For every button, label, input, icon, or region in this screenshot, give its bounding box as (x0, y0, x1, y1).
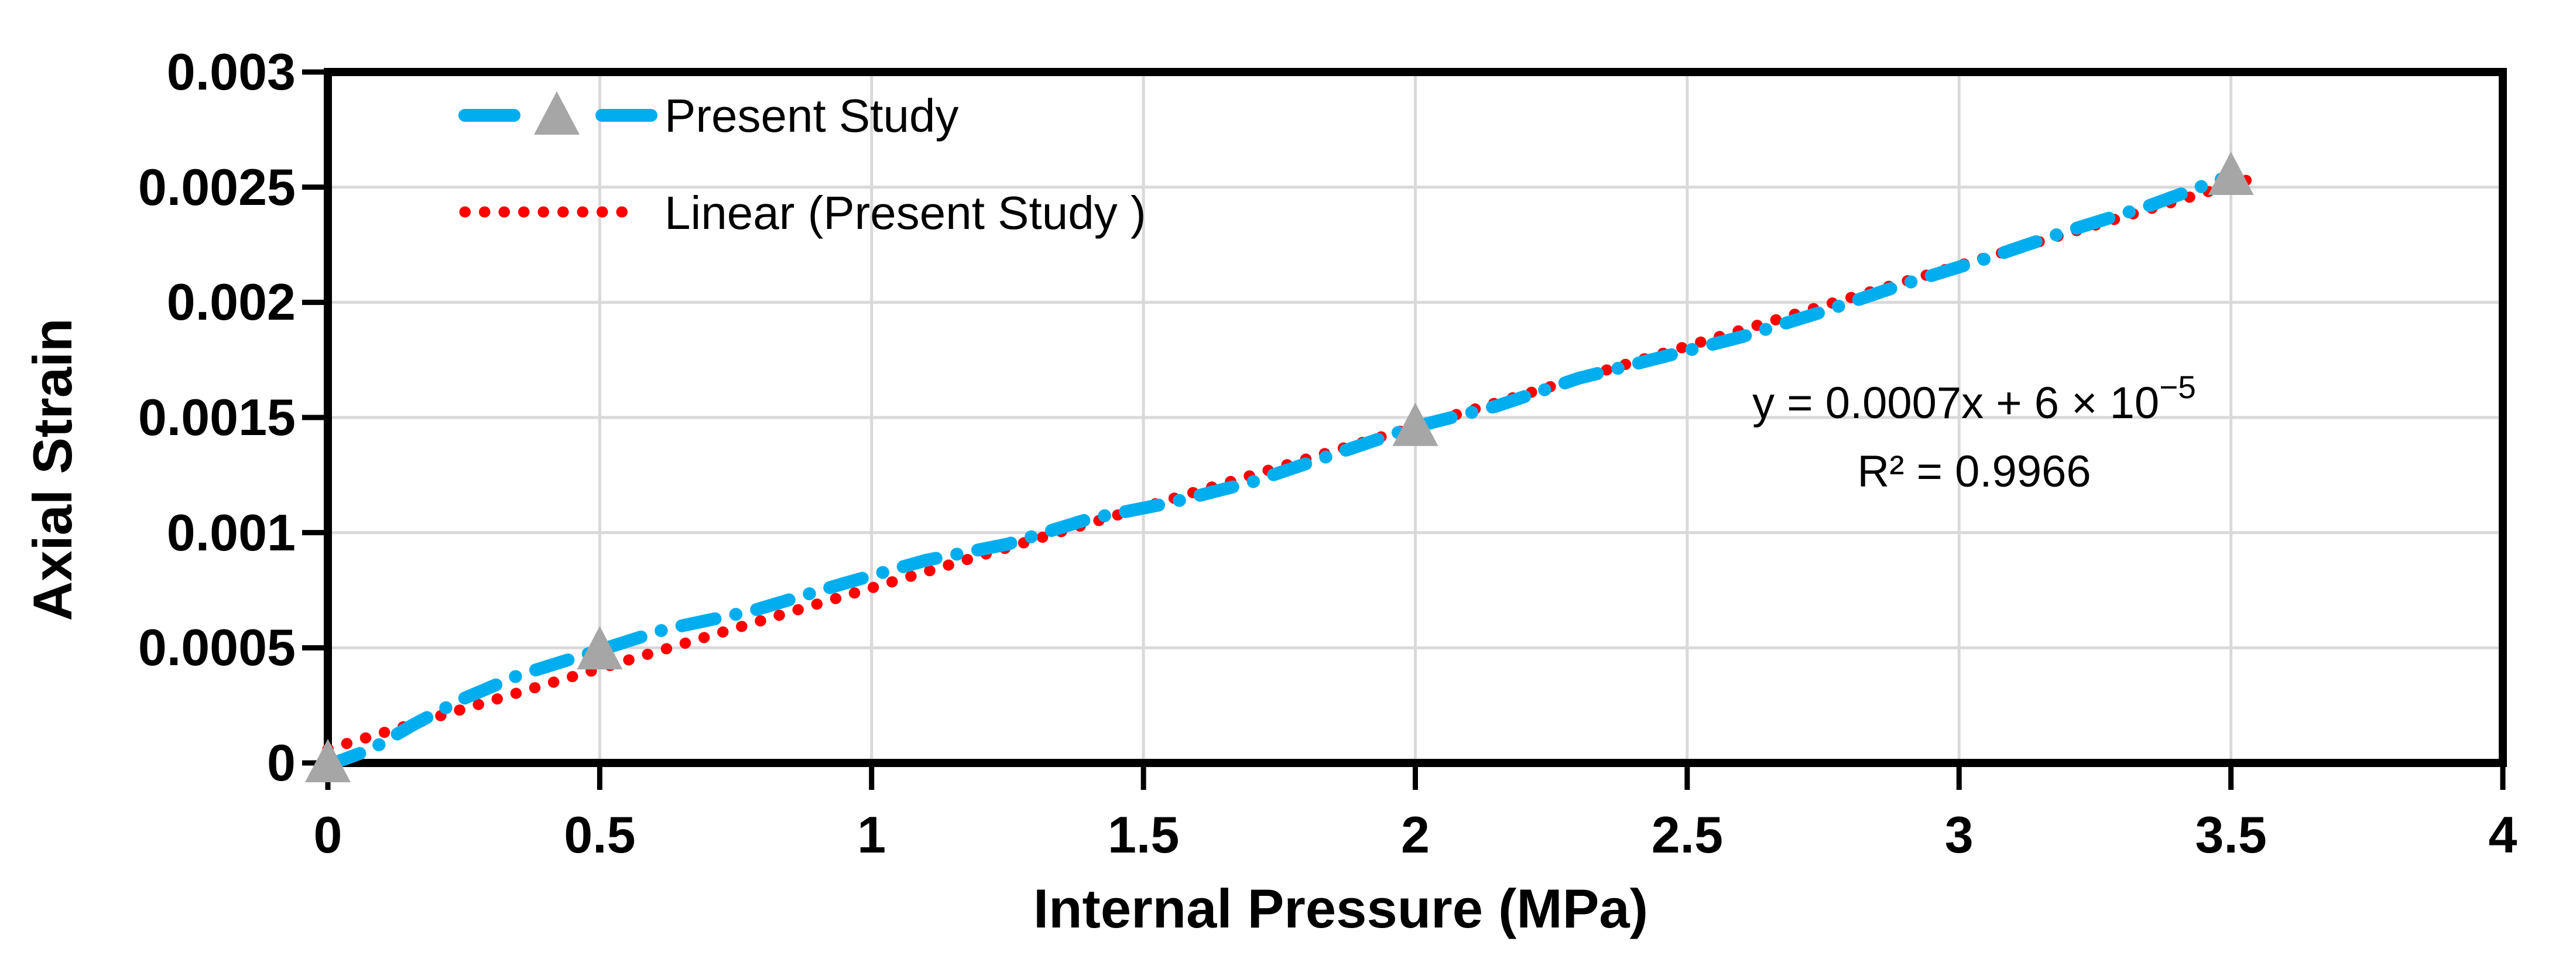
x-tick-label: 0.5 (564, 806, 636, 864)
x-tick-label: 1.5 (1107, 806, 1180, 864)
trendline-equation: y = 0.0007x + 6 × 10−5 (1506, 371, 2443, 426)
x-axis-title: Internal Pressure (MPa) (1033, 878, 1649, 939)
x-tick-label: 2 (1401, 806, 1430, 864)
equation-base: y = 0.0007x + 6 × 10 (1752, 378, 2160, 428)
y-tick-label: 0.002 (166, 273, 296, 331)
legend-label-present-study: Present Study (664, 90, 959, 142)
data-marker-triangle (577, 626, 623, 670)
x-tick-label: 4 (2488, 806, 2517, 864)
data-marker-triangle (305, 739, 351, 782)
y-tick-label: 0.003 (166, 43, 296, 101)
y-tick-label: 0.0015 (138, 388, 296, 446)
series-line-present-study (321, 169, 2238, 772)
legend-marker-triangle (534, 91, 580, 135)
y-tick-label: 0 (267, 734, 296, 792)
y-tick-label: 0.0005 (138, 618, 296, 677)
x-tick-label: 0 (313, 806, 342, 864)
legend-label-linear-trendline: Linear (Present Study ) (664, 187, 1146, 239)
y-tick-label: 0.0025 (138, 158, 296, 216)
x-tick-label: 1 (857, 806, 886, 864)
data-marker-triangle (2208, 152, 2254, 195)
data-marker-triangle (1392, 402, 1438, 446)
r-squared-value: R² = 0.9966 (1857, 447, 2091, 497)
x-tick-label: 3 (1944, 806, 1974, 864)
y-tick-label: 0.001 (166, 503, 296, 562)
x-tick-label: 2.5 (1651, 806, 1724, 864)
equation-exponent: −5 (2159, 369, 2196, 405)
y-axis-title: Axial Strain (22, 318, 83, 621)
x-tick-label: 3.5 (2195, 806, 2267, 864)
